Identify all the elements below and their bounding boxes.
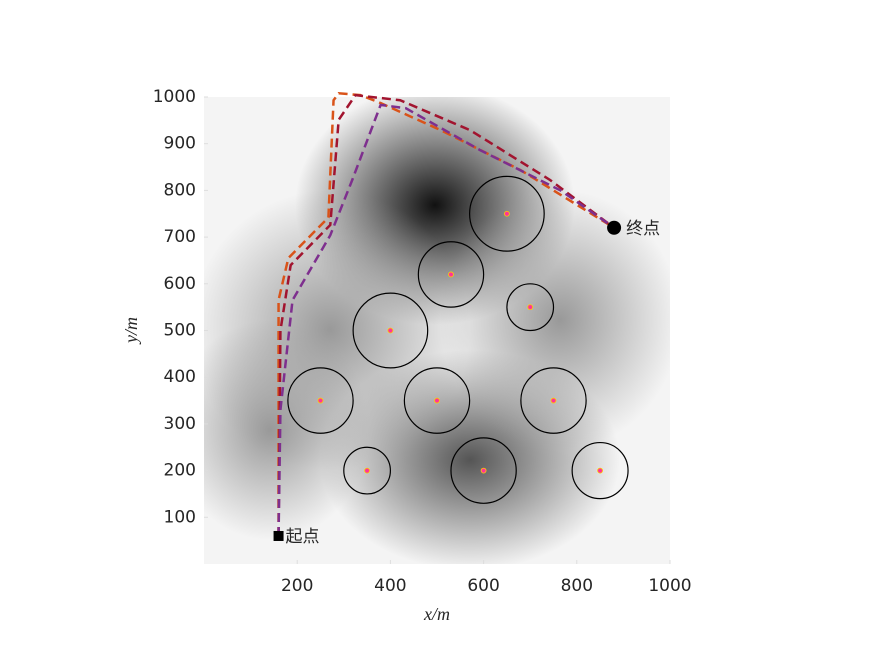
y-tick-label: 700 <box>164 227 196 247</box>
y-tick-label: 1000 <box>153 87 196 107</box>
start-point <box>273 530 284 541</box>
x-tick-label: 600 <box>467 576 499 596</box>
obstacle-center <box>527 304 534 311</box>
y-tick-label: 400 <box>164 367 196 387</box>
obstacle-center <box>317 397 324 404</box>
path-line <box>277 103 615 536</box>
obstacle <box>403 367 471 434</box>
y-tick-label: 500 <box>164 321 196 341</box>
y-tick-label: 300 <box>164 414 196 434</box>
obstacle <box>343 446 392 495</box>
y-axis-label: y/m <box>121 317 141 345</box>
obstacle-center <box>480 467 487 474</box>
obstacle-center <box>387 327 394 334</box>
end-point <box>607 220 622 235</box>
obstacle <box>417 241 485 308</box>
obstacle <box>520 367 587 434</box>
obstacle-center <box>364 467 371 474</box>
path-line <box>277 93 615 536</box>
y-tick-label: 900 <box>164 134 196 154</box>
y-tick-label: 200 <box>164 461 196 481</box>
path-line <box>277 91 615 536</box>
obstacle <box>450 437 517 504</box>
obstacle <box>571 441 629 500</box>
obstacle-center <box>597 467 603 474</box>
obstacle <box>352 292 429 369</box>
x-tick-label: 400 <box>374 576 406 596</box>
obstacle <box>287 367 354 434</box>
x-tick-label: 200 <box>281 576 313 596</box>
obstacle <box>469 175 545 252</box>
obstacle-center <box>550 397 557 404</box>
y-tick-label: 800 <box>164 180 196 200</box>
y-tick-label: 100 <box>164 507 196 527</box>
end-label: 终点 <box>626 219 660 239</box>
x-tick-label: 1000 <box>648 576 691 596</box>
background-field <box>204 97 670 564</box>
start-label: 起点 <box>286 527 320 547</box>
obstacle <box>506 283 555 332</box>
y-tick-label: 600 <box>164 274 196 294</box>
obstacle-center <box>448 271 454 278</box>
obstacle-center <box>503 210 510 217</box>
obstacle-center <box>434 397 440 404</box>
x-axis-label: x/m <box>423 604 450 624</box>
x-tick-label: 800 <box>561 576 593 596</box>
